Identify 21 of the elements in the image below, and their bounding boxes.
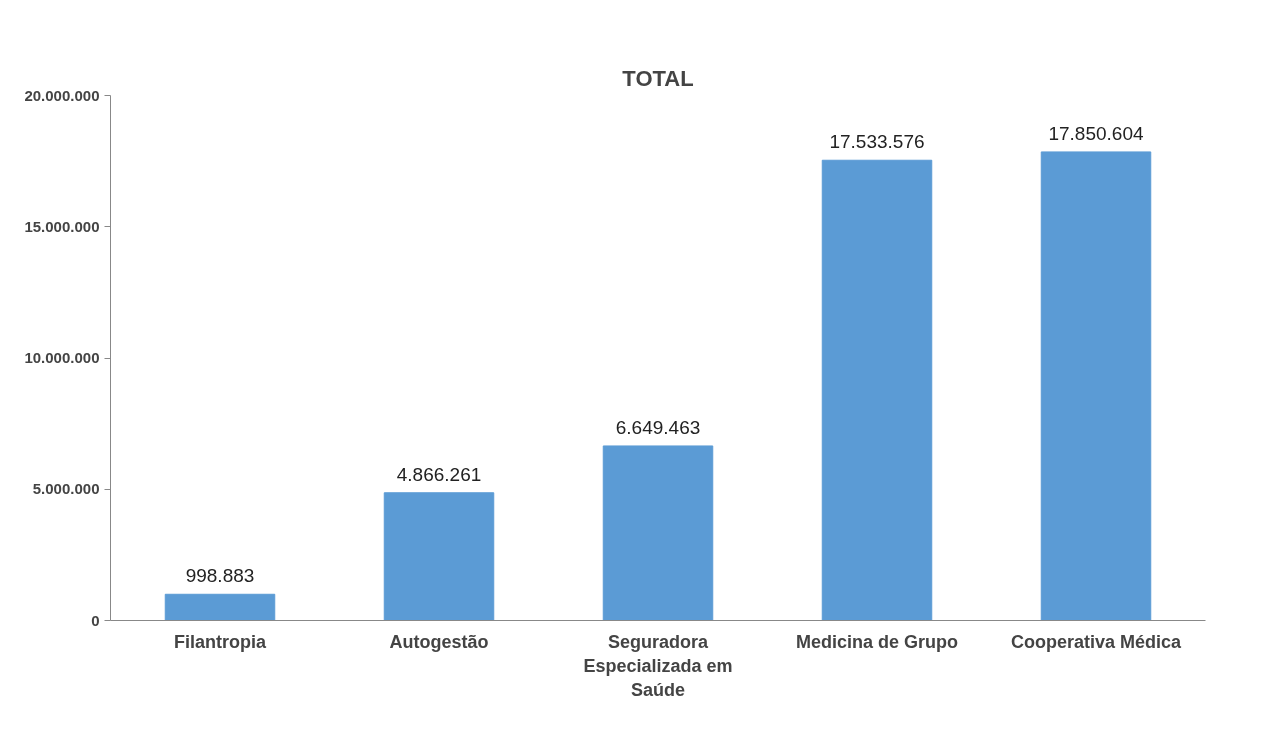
y-tick-label: 10.000.000: [24, 349, 100, 366]
data-label: 17.850.604: [1048, 122, 1144, 144]
chart-title: TOTAL: [622, 65, 694, 91]
x-tick-label: Medicina de Grupo: [795, 631, 959, 652]
x-tick-label: Filantropia: [174, 631, 267, 652]
x-tick-label: Autogestão: [389, 631, 489, 652]
data-label: 998.883: [185, 565, 255, 587]
bar: [821, 159, 933, 621]
x-tick-label: Seguradora Especializada em Saúde: [583, 631, 733, 700]
bar: [602, 445, 714, 621]
data-label: 4.866.261: [396, 463, 482, 485]
y-tick-label: 15.000.000: [24, 217, 100, 235]
bar: [1040, 151, 1152, 621]
y-tick-label: 0: [91, 611, 100, 629]
data-label: 6.649.463: [615, 416, 701, 438]
x-tick-label: Cooperativa Médica: [1010, 631, 1183, 652]
data-label: 17.533.576: [829, 131, 925, 153]
y-tick-label: 5.000.000: [32, 480, 100, 498]
y-tick-label: 20.000.000: [24, 86, 100, 104]
bar: [383, 492, 495, 621]
bar: [164, 593, 276, 621]
